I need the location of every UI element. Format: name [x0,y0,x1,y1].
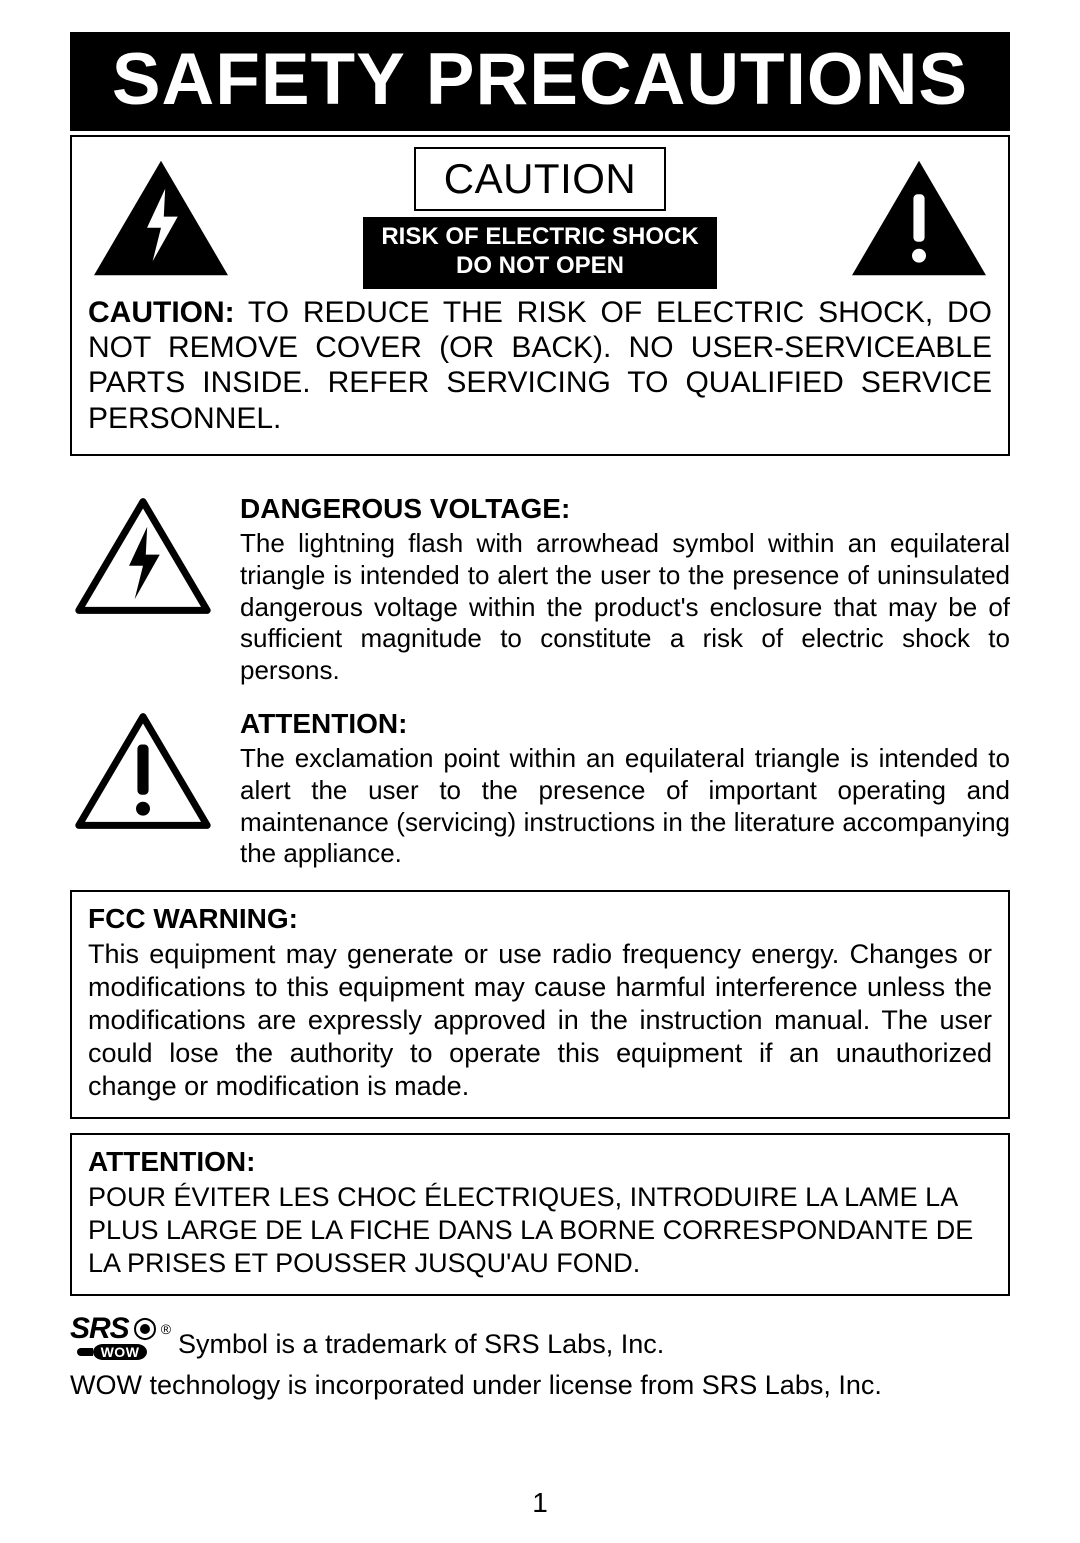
attention-heading: ATTENTION: [240,707,1010,741]
fcc-warning-box: FCC WARNING: This equipment may generate… [70,890,1010,1119]
attention-fr-box: ATTENTION: POUR ÉVITER LES CHOC ÉLECTRIQ… [70,1133,1010,1296]
dangerous-voltage-row: DANGEROUS VOLTAGE: The lightning flash w… [70,492,1010,687]
attention-text: ATTENTION: The exclamation point within … [240,707,1010,870]
srs-row: SRS ® WOW Symbol is a trademark of SRS L… [70,1314,1010,1360]
risk-box: RISK OF ELECTRIC SHOCK DO NOT OPEN [363,217,716,289]
lightning-triangle-solid-icon [88,158,234,278]
attention-fr-body: POUR ÉVITER LES CHOC ÉLECTRIQUES, INTROD… [88,1182,973,1278]
fcc-warning-body: This equipment may generate or use radio… [88,939,992,1101]
dangerous-voltage-body: The lightning flash with arrowhead symbo… [240,528,1010,685]
srs-symbol-line: Symbol is a trademark of SRS Labs, Inc. [178,1329,664,1360]
attention-body: The exclamation point within an equilate… [240,743,1010,868]
fcc-warning-heading: FCC WARNING: [88,902,992,936]
srs-logo-text: SRS [70,1314,129,1344]
attention-fr-heading: ATTENTION: [88,1145,992,1179]
wow-line: WOW technology is incorporated under lic… [70,1370,1010,1401]
caution-box: CAUTION RISK OF ELECTRIC SHOCK DO NOT OP… [70,135,1010,456]
exclamation-triangle-outline-icon [70,711,216,831]
caution-word: CAUTION [414,147,667,211]
srs-circle-icon [131,1317,159,1341]
srs-logo: SRS ® WOW [70,1314,170,1360]
registered-mark: ® [161,1322,170,1336]
caution-body-bold: CAUTION: [88,296,235,329]
exclamation-triangle-solid-icon [846,158,992,278]
dangerous-voltage-text: DANGEROUS VOLTAGE: The lightning flash w… [240,492,1010,687]
lightning-triangle-outline-icon [70,496,216,616]
caution-body: CAUTION: TO REDUCE THE RISK OF ELECTRIC … [88,295,992,437]
caution-header: CAUTION RISK OF ELECTRIC SHOCK DO NOT OP… [88,147,992,289]
page-number: 1 [0,1487,1080,1519]
srs-logo-top: SRS ® [70,1314,170,1344]
caution-center: CAUTION RISK OF ELECTRIC SHOCK DO NOT OP… [244,147,836,289]
wow-pill: WOW [93,1344,148,1360]
title-banner: SAFETY PRECAUTIONS [70,32,1010,131]
attention-row: ATTENTION: The exclamation point within … [70,707,1010,870]
risk-line-1: RISK OF ELECTRIC SHOCK [381,223,698,252]
dangerous-voltage-heading: DANGEROUS VOLTAGE: [240,492,1010,526]
risk-line-2: DO NOT OPEN [381,252,698,281]
